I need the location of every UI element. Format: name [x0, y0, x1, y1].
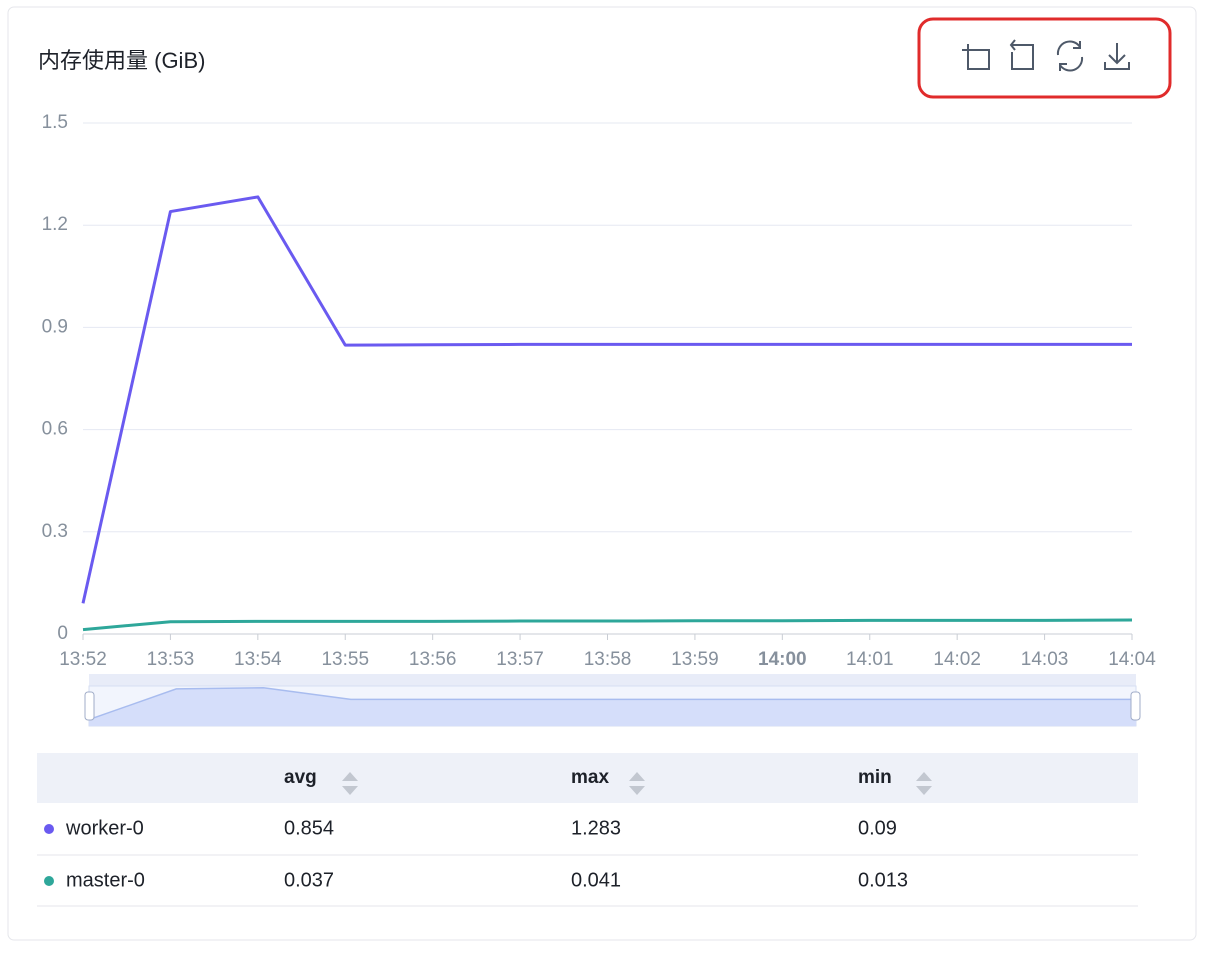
table-cell: 0.041	[571, 869, 621, 891]
zoom-back-icon[interactable]	[1009, 39, 1034, 70]
table-cell: 0.013	[858, 869, 908, 891]
zoom-icon[interactable]	[962, 44, 990, 70]
y-tick-label: 1.5	[42, 112, 68, 133]
x-tick-label: 14:00	[758, 649, 807, 670]
row-label: worker-0	[65, 817, 144, 839]
zoom-bar	[89, 674, 1136, 686]
x-tick-label: 14:03	[1021, 649, 1069, 670]
zoom-preview	[88, 687, 1136, 726]
column-header[interactable]: avg	[284, 767, 317, 788]
table-cell: 1.283	[571, 817, 621, 839]
chart-title: 内存使用量 (GiB)	[38, 48, 205, 73]
zoom-handle[interactable]	[84, 691, 95, 721]
sort-icon[interactable]	[916, 772, 932, 795]
x-tick-label: 13:55	[321, 649, 369, 670]
column-header[interactable]: min	[858, 767, 892, 788]
legend-dot	[44, 876, 54, 886]
y-tick-label: 1.2	[42, 214, 68, 235]
highlight-box	[917, 17, 1172, 99]
data-zoom	[84, 674, 1141, 727]
y-tick-label: 0	[57, 623, 68, 644]
table-cell: 0.854	[284, 817, 334, 839]
row-label: master-0	[66, 869, 145, 891]
refresh-icon[interactable]	[1056, 40, 1084, 72]
table-cell: 0.037	[284, 869, 334, 891]
sort-icon[interactable]	[342, 772, 358, 795]
y-tick-label: 0.9	[42, 316, 68, 337]
x-tick-label: 14:02	[933, 649, 981, 670]
table-cell: 0.09	[858, 817, 897, 839]
zoom-handle[interactable]	[1130, 691, 1141, 721]
x-tick-label: 13:59	[671, 649, 719, 670]
download-icon[interactable]	[1104, 43, 1130, 70]
x-tick-label: 13:56	[409, 649, 457, 670]
zoom-line	[88, 687, 1136, 721]
x-tick-label: 13:58	[584, 649, 632, 670]
series-line	[82, 618, 1133, 632]
legend-dot	[44, 824, 54, 834]
toolbar	[917, 17, 1172, 99]
x-tick-label: 14:01	[846, 649, 894, 670]
x-tick-label: 13:54	[234, 649, 282, 670]
table-header	[37, 753, 1138, 803]
stats-table: avg max min worker-0 0.854 1.283 0.09 master-0 0…	[37, 753, 1138, 907]
x-tick-label: 13:52	[59, 649, 107, 670]
plot-area: 0 0.3 0.6 0.9 1.2 1.5 13:52 13:53 13:54 13:55 13:5…	[42, 112, 1157, 670]
x-tick-label: 13:53	[147, 649, 195, 670]
x-tick-label: 14:04	[1108, 649, 1156, 670]
series-line	[81, 195, 1132, 604]
x-tick-label: 13:57	[496, 649, 544, 670]
sort-icon[interactable]	[629, 772, 645, 795]
zoom-area	[89, 687, 1136, 726]
column-header[interactable]: max	[571, 767, 609, 788]
y-tick-label: 0.6	[42, 419, 68, 440]
y-tick-label: 0.3	[42, 521, 68, 542]
table-body: avg max min worker-0 0.854 1.283 0.09 master-0 0…	[44, 767, 932, 891]
